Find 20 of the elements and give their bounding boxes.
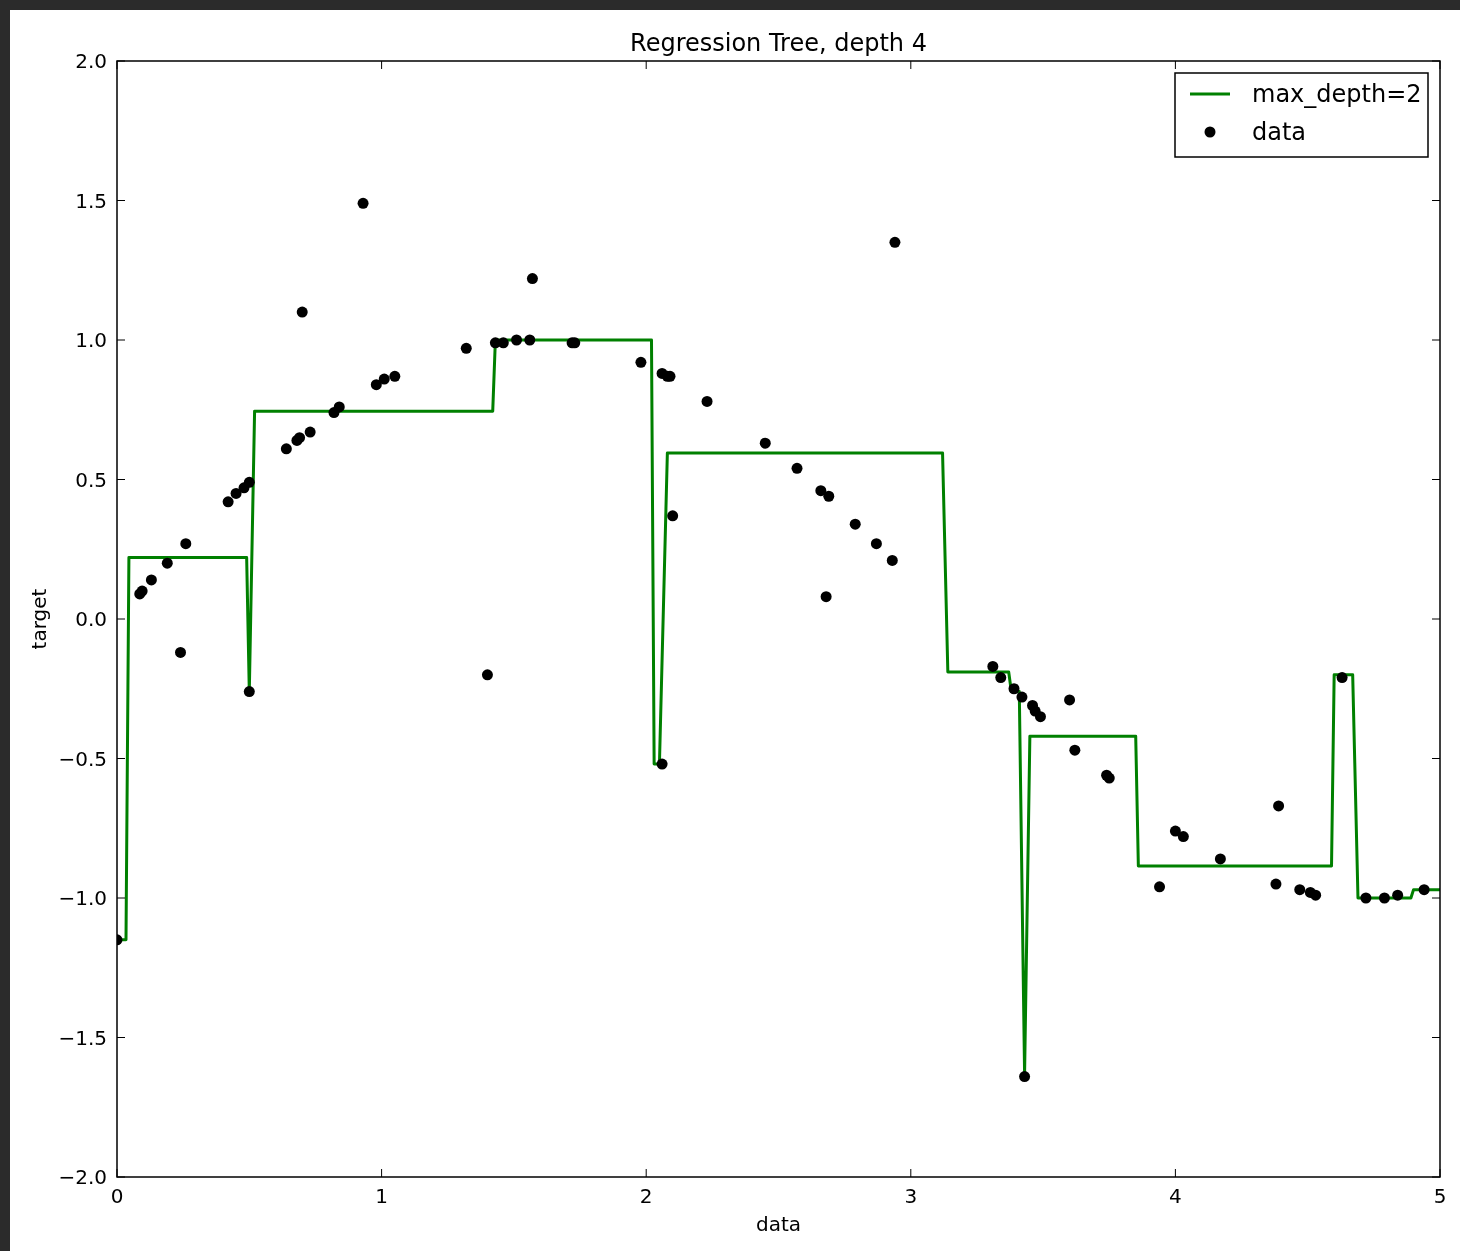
x-tick-label: 5: [1433, 1184, 1447, 1208]
y-axis-title: target: [27, 588, 51, 650]
y-tick-label: −1.5: [58, 1025, 107, 1050]
y-tick-label: −2.0: [58, 1165, 107, 1189]
chart-title: Regression Tree, depth 4: [630, 29, 927, 57]
y-tick-label: 1.0: [75, 328, 107, 352]
x-tick-label: 0: [110, 1184, 124, 1208]
legend-label: max_depth=2: [1252, 80, 1422, 108]
x-tick-label: 3: [904, 1184, 918, 1208]
y-tick-label: −1.0: [58, 886, 107, 910]
y-tick-label: −0.5: [58, 746, 107, 771]
x-tick-label: 1: [375, 1184, 388, 1208]
y-tick-label: 1.5: [75, 188, 107, 213]
y-tick-label: 0.0: [75, 607, 107, 631]
legend-label: data: [1252, 118, 1307, 146]
y-tick-label: 0.5: [75, 467, 107, 492]
x-tick-label: 4: [1169, 1184, 1182, 1208]
x-axis-title: data: [755, 1212, 802, 1236]
x-tick-label: 2: [639, 1184, 653, 1208]
y-tick-label: 2.0: [75, 49, 107, 73]
